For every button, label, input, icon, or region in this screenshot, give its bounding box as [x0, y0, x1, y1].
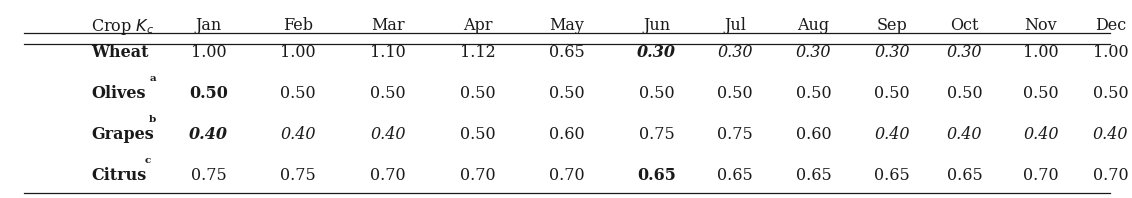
Text: Dec: Dec — [1095, 17, 1126, 34]
Text: 0.30: 0.30 — [718, 44, 753, 61]
Text: 0.50: 0.50 — [460, 126, 496, 143]
Text: 0.60: 0.60 — [549, 126, 585, 143]
Text: 0.65: 0.65 — [874, 167, 910, 184]
Text: 0.65: 0.65 — [549, 44, 585, 61]
Text: Jan: Jan — [196, 17, 222, 34]
Text: 0.65: 0.65 — [718, 167, 753, 184]
Text: 0.50: 0.50 — [460, 85, 496, 102]
Text: 0.40: 0.40 — [874, 126, 910, 143]
Text: 0.60: 0.60 — [796, 126, 831, 143]
Text: a: a — [149, 74, 156, 83]
Text: 0.50: 0.50 — [1092, 85, 1129, 102]
Text: Grapes: Grapes — [91, 126, 154, 143]
Text: 0.30: 0.30 — [947, 44, 983, 61]
Text: 0.50: 0.50 — [947, 85, 983, 102]
Text: May: May — [550, 17, 584, 34]
Text: 1.12: 1.12 — [460, 44, 496, 61]
Text: 0.50: 0.50 — [718, 85, 753, 102]
Text: 0.50: 0.50 — [549, 85, 585, 102]
Text: 0.50: 0.50 — [1023, 85, 1058, 102]
Text: Feb: Feb — [283, 17, 314, 34]
Text: 0.40: 0.40 — [370, 126, 405, 143]
Text: Apr: Apr — [463, 17, 492, 34]
Text: 0.40: 0.40 — [1023, 126, 1058, 143]
Text: Aug: Aug — [797, 17, 830, 34]
Text: 0.50: 0.50 — [370, 85, 405, 102]
Text: Jul: Jul — [724, 17, 746, 34]
Text: Sep: Sep — [876, 17, 908, 34]
Text: 0.75: 0.75 — [638, 126, 675, 143]
Text: 0.40: 0.40 — [189, 126, 229, 143]
Text: 0.30: 0.30 — [637, 44, 676, 61]
Text: Jun: Jun — [643, 17, 670, 34]
Text: 0.50: 0.50 — [874, 85, 910, 102]
Text: 0.30: 0.30 — [796, 44, 831, 61]
Text: 0.50: 0.50 — [796, 85, 831, 102]
Text: 0.40: 0.40 — [281, 126, 316, 143]
Text: Nov: Nov — [1024, 17, 1057, 34]
Text: 0.50: 0.50 — [638, 85, 675, 102]
Text: Mar: Mar — [371, 17, 404, 34]
Text: 0.65: 0.65 — [946, 167, 983, 184]
Text: 1.00: 1.00 — [1092, 44, 1129, 61]
Text: 0.50: 0.50 — [189, 85, 228, 102]
Text: 0.40: 0.40 — [947, 126, 983, 143]
Text: Oct: Oct — [951, 17, 979, 34]
Text: 0.75: 0.75 — [281, 167, 316, 184]
Text: b: b — [149, 115, 156, 124]
Text: 0.40: 0.40 — [1092, 126, 1129, 143]
Text: 0.70: 0.70 — [1092, 167, 1129, 184]
Text: 1.00: 1.00 — [1023, 44, 1058, 61]
Text: 1.00: 1.00 — [191, 44, 226, 61]
Text: 0.70: 0.70 — [549, 167, 585, 184]
Text: Citrus: Citrus — [91, 167, 146, 184]
Text: c: c — [145, 156, 151, 165]
Text: 0.65: 0.65 — [796, 167, 831, 184]
Text: Crop $\mathit{K_c}$: Crop $\mathit{K_c}$ — [91, 17, 154, 37]
Text: Wheat: Wheat — [91, 44, 148, 61]
Text: 0.70: 0.70 — [1023, 167, 1058, 184]
Text: 0.50: 0.50 — [281, 85, 316, 102]
Text: 1.10: 1.10 — [370, 44, 405, 61]
Text: 1.00: 1.00 — [281, 44, 316, 61]
Text: 0.75: 0.75 — [191, 167, 226, 184]
Text: 0.30: 0.30 — [874, 44, 910, 61]
Text: 0.75: 0.75 — [718, 126, 753, 143]
Text: 0.70: 0.70 — [370, 167, 405, 184]
Text: 0.65: 0.65 — [637, 167, 676, 184]
Text: 0.70: 0.70 — [460, 167, 496, 184]
Text: Olives: Olives — [91, 85, 146, 102]
